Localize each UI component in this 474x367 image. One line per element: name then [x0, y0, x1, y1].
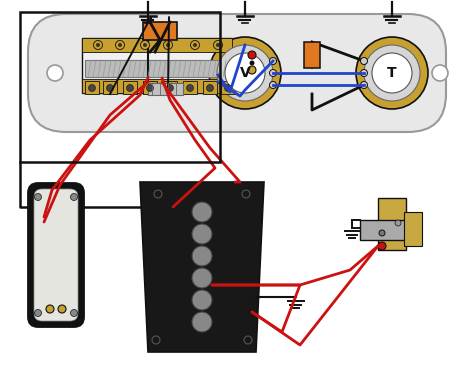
Circle shape [107, 84, 113, 91]
Text: V: V [240, 66, 250, 80]
Bar [143, 22, 177, 40]
Circle shape [378, 242, 386, 250]
Circle shape [372, 53, 412, 93]
Circle shape [143, 43, 147, 47]
Circle shape [270, 69, 276, 76]
Circle shape [154, 190, 162, 198]
Bar [85, 81, 99, 94]
Circle shape [361, 69, 367, 76]
FancyBboxPatch shape [28, 183, 84, 327]
Circle shape [216, 43, 220, 47]
Bar [143, 81, 157, 94]
Circle shape [89, 84, 95, 91]
Circle shape [164, 40, 173, 50]
Circle shape [207, 84, 213, 91]
Circle shape [192, 312, 212, 332]
Circle shape [47, 65, 63, 81]
Polygon shape [140, 182, 264, 352]
Circle shape [192, 246, 212, 266]
Circle shape [242, 190, 250, 198]
Bar [85, 60, 229, 77]
Circle shape [93, 40, 102, 50]
Circle shape [379, 230, 385, 236]
Bar [183, 81, 197, 94]
Circle shape [225, 53, 265, 93]
Bar [82, 38, 232, 93]
Circle shape [249, 61, 255, 65]
Circle shape [146, 84, 154, 91]
Circle shape [248, 51, 256, 59]
Bar [404, 212, 422, 246]
Circle shape [361, 81, 367, 88]
FancyBboxPatch shape [28, 14, 446, 132]
Circle shape [361, 58, 367, 65]
Bar [304, 42, 320, 68]
Circle shape [46, 305, 54, 313]
Bar [20, 12, 220, 162]
Circle shape [140, 40, 149, 50]
Circle shape [71, 193, 78, 200]
Circle shape [244, 336, 252, 344]
Bar [148, 83, 183, 95]
Circle shape [209, 37, 281, 109]
Bar [203, 81, 217, 94]
Circle shape [395, 220, 401, 226]
Bar [123, 81, 137, 94]
Circle shape [116, 40, 125, 50]
Bar [163, 81, 177, 94]
Circle shape [192, 290, 212, 310]
Circle shape [225, 84, 231, 91]
Circle shape [193, 43, 197, 47]
Circle shape [213, 40, 222, 50]
Text: T: T [387, 66, 397, 80]
Bar [103, 81, 117, 94]
Circle shape [166, 84, 173, 91]
Circle shape [270, 58, 276, 65]
Bar [221, 81, 235, 94]
Bar [360, 220, 418, 240]
Circle shape [58, 305, 66, 313]
Circle shape [96, 43, 100, 47]
Circle shape [217, 45, 273, 101]
Circle shape [118, 43, 122, 47]
Circle shape [192, 224, 212, 244]
Bar [82, 79, 232, 93]
Circle shape [364, 45, 420, 101]
Circle shape [248, 66, 256, 74]
Circle shape [166, 43, 170, 47]
Circle shape [432, 65, 448, 81]
Circle shape [127, 84, 134, 91]
FancyBboxPatch shape [34, 189, 78, 321]
Circle shape [152, 336, 160, 344]
Circle shape [192, 202, 212, 222]
Circle shape [186, 84, 193, 91]
Circle shape [71, 309, 78, 316]
Circle shape [192, 268, 212, 288]
Circle shape [356, 37, 428, 109]
Circle shape [35, 193, 42, 200]
Circle shape [270, 81, 276, 88]
Bar [378, 198, 406, 250]
Bar [82, 38, 232, 52]
Circle shape [191, 40, 200, 50]
Circle shape [35, 309, 42, 316]
